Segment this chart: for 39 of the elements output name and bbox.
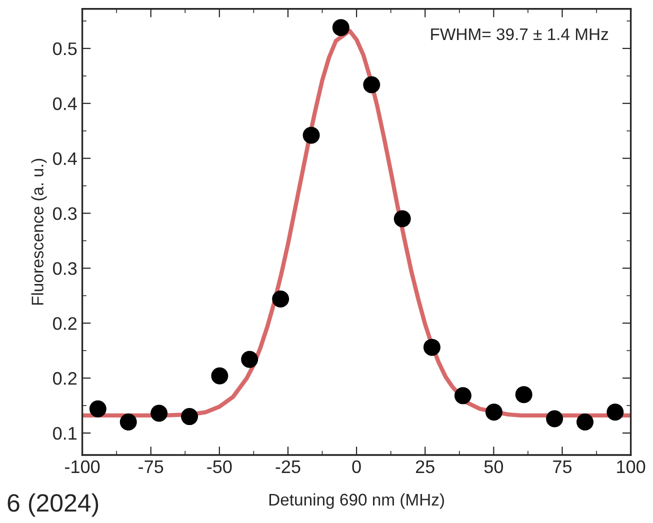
point bbox=[120, 414, 137, 431]
point bbox=[423, 338, 440, 356]
x-tick-label: 25 bbox=[416, 460, 434, 474]
x-tick-label: -50 bbox=[207, 460, 232, 474]
point bbox=[181, 408, 198, 426]
x-tick-label: -75 bbox=[138, 460, 164, 474]
y-tick-label: 0.4 bbox=[53, 152, 77, 166]
x-tick-label: 100 bbox=[617, 460, 646, 474]
x-tick-label: 50 bbox=[484, 460, 504, 474]
point bbox=[485, 404, 502, 421]
y-tick-label: 0.2 bbox=[53, 317, 77, 330]
point bbox=[546, 410, 564, 428]
x-tick-label: 0 bbox=[352, 460, 361, 474]
point bbox=[515, 386, 532, 404]
point bbox=[363, 76, 380, 94]
point bbox=[606, 404, 624, 421]
point bbox=[302, 126, 320, 144]
y-tick-label: 0.5 bbox=[53, 42, 77, 56]
point bbox=[211, 367, 228, 384]
point bbox=[576, 414, 594, 431]
x-tick-label: 75 bbox=[553, 460, 572, 474]
text: 6 (2024) bbox=[8, 493, 98, 517]
y-tick-label: 0.2 bbox=[53, 372, 77, 385]
y-axis-title: Fluorescence (a. u.) bbox=[31, 158, 47, 305]
point bbox=[150, 404, 168, 422]
point bbox=[272, 290, 290, 308]
y-tick-label: 0.3 bbox=[53, 262, 77, 275]
point bbox=[332, 19, 350, 36]
y-tick-label: 0.4 bbox=[53, 97, 77, 110]
x-axis-title: Detuning 690 nm (MHz) bbox=[269, 493, 444, 509]
point bbox=[241, 350, 258, 368]
annotation: FWHM= 39.7 ± 1.4 MHz bbox=[431, 28, 608, 40]
x-tick-label: -25 bbox=[276, 460, 300, 474]
y-tick-label: 0.1 bbox=[53, 426, 77, 440]
point bbox=[454, 387, 472, 404]
point bbox=[89, 400, 106, 418]
point bbox=[394, 210, 411, 228]
x-tick-label: -100 bbox=[65, 460, 100, 474]
y-tick-label: 0.3 bbox=[53, 207, 77, 220]
